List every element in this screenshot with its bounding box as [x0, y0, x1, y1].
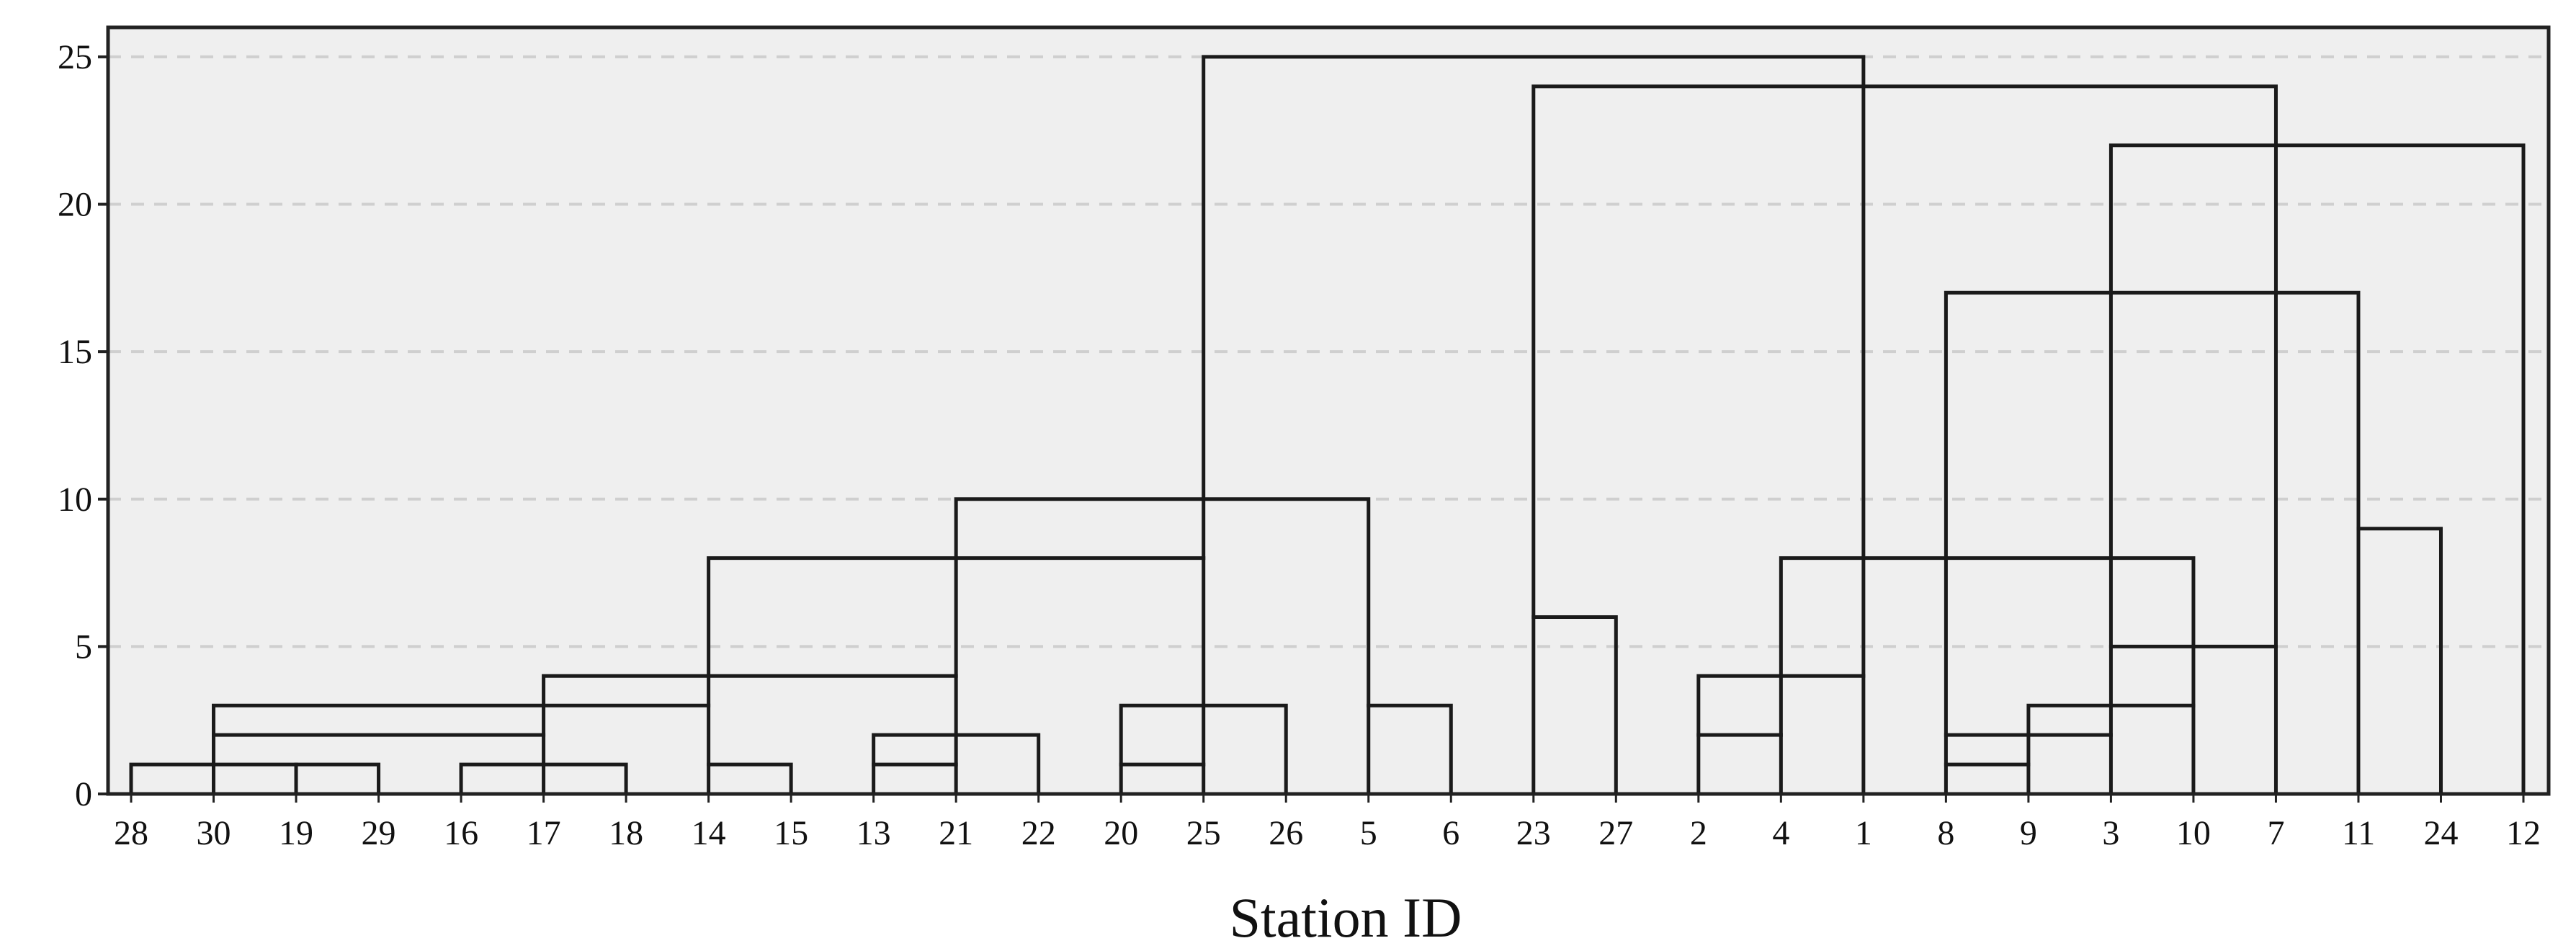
- y-tick-label: 15: [58, 333, 92, 371]
- x-tick-label: 16: [444, 814, 478, 852]
- x-axis-title: Station ID: [1230, 886, 1462, 949]
- plot-frame: [106, 25, 2551, 796]
- x-tick-label: 2: [1690, 814, 1707, 852]
- dendrogram-link: [1779, 556, 2196, 737]
- y-axis: 0 5 10 15 20 25: [58, 38, 108, 813]
- dendrogram-link: [1119, 762, 1206, 796]
- dendrogram-link: [459, 762, 546, 796]
- dendrogram-link: [1531, 84, 2278, 648]
- x-tick-label: 10: [2176, 814, 2211, 852]
- x-tick-label: 27: [1598, 814, 1633, 852]
- x-tick-label: 6: [1442, 814, 1459, 852]
- dendrogram-link: [872, 762, 958, 796]
- x-tick-label: 20: [1104, 814, 1138, 852]
- dendrogram-link: [1202, 55, 1866, 678]
- x-tick-label: 8: [1937, 814, 1954, 852]
- dendrogram-link: [542, 762, 628, 796]
- dendrogram-links: [129, 55, 2526, 796]
- x-tick-label: 28: [114, 814, 148, 852]
- x-tick-label: 22: [1021, 814, 1056, 852]
- x-tick-label: 7: [2267, 814, 2284, 852]
- x-tick-label: 13: [857, 814, 891, 852]
- x-tick-label: 3: [2102, 814, 2119, 852]
- x-tick-label: 25: [1186, 814, 1221, 852]
- dendrogram-link: [1944, 762, 2031, 796]
- dendrogram-link: [2356, 527, 2443, 796]
- dendrogram-link: [212, 733, 546, 767]
- dendrogram-link: [1696, 733, 1783, 796]
- dendrogram-link: [542, 674, 958, 767]
- x-tick-label: 21: [939, 814, 973, 852]
- x-tick-label: 23: [1516, 814, 1551, 852]
- dendrogram-link: [294, 762, 381, 796]
- y-tick-label: 10: [58, 481, 92, 519]
- dendrogram-link: [1531, 615, 1618, 796]
- y-tick-label: 25: [58, 38, 92, 76]
- x-tick-label: 9: [2020, 814, 2037, 852]
- plot-background: [108, 27, 2549, 794]
- dendrogram-link: [129, 762, 216, 796]
- dendrogram-link: [212, 703, 711, 767]
- x-tick-label: 29: [362, 814, 396, 852]
- y-tick-label: 5: [75, 628, 92, 666]
- x-tick-label: 30: [197, 814, 231, 852]
- y-tick-label: 0: [75, 775, 92, 813]
- dendrogram-link: [954, 497, 1371, 707]
- dendrogram-link: [1944, 290, 2361, 737]
- x-tick-label: 24: [2423, 814, 2458, 852]
- x-tick-label: 5: [1360, 814, 1377, 852]
- x-tick-label: 18: [609, 814, 643, 852]
- x-axis: 28 30 19 29 16 17 18 14 15 13 21 22 20 25 26 5 6 23 27 2 4 1 8…: [114, 794, 2541, 852]
- x-tick-label: 26: [1269, 814, 1303, 852]
- x-tick-label: 11: [2342, 814, 2375, 852]
- dendrogram-link: [1367, 703, 1453, 796]
- x-tick-label: 4: [1772, 814, 1789, 852]
- y-tick-label: 20: [58, 186, 92, 224]
- x-tick-label: 14: [692, 814, 726, 852]
- dendrogram-link: [2108, 143, 2526, 796]
- dendrogram-link: [707, 762, 793, 796]
- x-tick-label: 12: [2506, 814, 2541, 852]
- x-tick-label: 17: [527, 814, 561, 852]
- x-tick-label: 19: [279, 814, 313, 852]
- x-tick-label: 1: [1855, 814, 1872, 852]
- x-tick-label: 15: [774, 814, 808, 852]
